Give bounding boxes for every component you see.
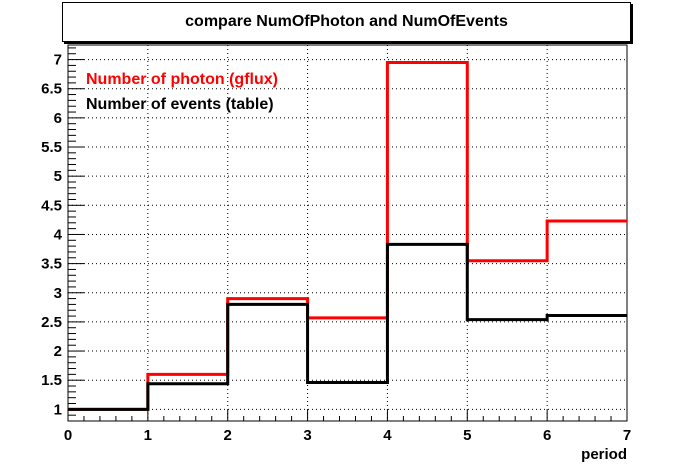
x-tick-label: 2 [224, 427, 232, 444]
x-axis-title: period [581, 446, 627, 463]
series-photon-line [68, 60, 627, 411]
x-tick-label: 1 [144, 427, 152, 444]
y-tick-label: 5 [54, 168, 62, 185]
y-tick-label: 1 [54, 401, 62, 418]
x-tick-label: 6 [543, 427, 551, 444]
legend: Number of photon (gflux) Number of event… [86, 71, 278, 113]
axis-ticks [67, 47, 628, 422]
legend-entry-photon: Number of photon (gflux) [86, 71, 278, 88]
x-tick-label: 5 [463, 427, 471, 444]
series-group [68, 60, 627, 411]
y-tick-label: 4 [54, 226, 63, 243]
y-tick-label: 6.5 [41, 81, 62, 98]
series-events-line [68, 242, 627, 411]
legend-entry-events: Number of events (table) [86, 96, 274, 113]
x-tick-label: 0 [64, 427, 72, 444]
y-tick-label: 2.5 [41, 314, 62, 331]
y-tick-label: 6 [54, 110, 62, 127]
x-tick-label: 7 [623, 427, 631, 444]
plot-frame [67, 44, 628, 422]
y-tick-label: 7 [54, 52, 62, 69]
y-tick-label: 1.5 [41, 372, 62, 389]
x-tick-label: 3 [303, 427, 311, 444]
y-tick-label: 3 [54, 285, 62, 302]
y-tick-label: 2 [54, 343, 62, 360]
x-tick-label: 4 [383, 427, 392, 444]
chart-title: compare NumOfPhoton and NumOfEvents [62, 2, 631, 42]
y-tick-label: 5.5 [41, 139, 62, 156]
tick-labels: 0 1 2 3 4 5 6 711.522.533.544.555.566.57 [41, 52, 631, 444]
y-tick-label: 3.5 [41, 256, 62, 273]
y-tick-label: 4.5 [41, 197, 62, 214]
